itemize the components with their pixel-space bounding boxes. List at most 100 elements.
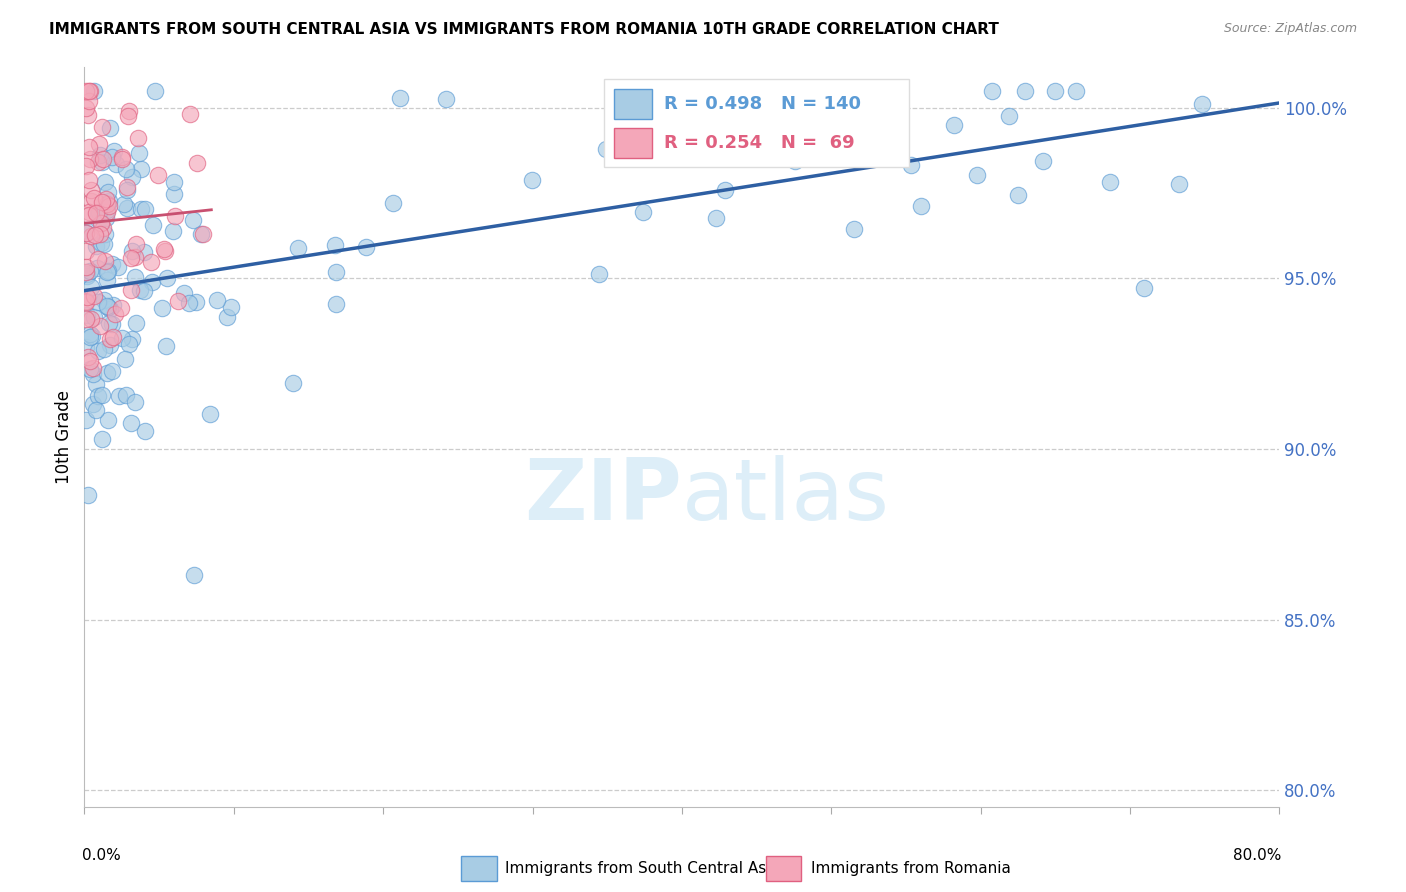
Point <box>221 300 243 314</box>
Point <box>167 293 190 308</box>
Point <box>96 299 118 313</box>
Point <box>75 260 97 274</box>
Point <box>110 301 132 315</box>
Point <box>90 195 112 210</box>
Point <box>281 376 304 391</box>
Point <box>121 169 143 184</box>
Point <box>76 308 98 322</box>
Point <box>1007 187 1029 202</box>
Point <box>114 351 136 366</box>
Point <box>75 293 97 308</box>
Text: Source: ZipAtlas.com: Source: ZipAtlas.com <box>1223 22 1357 36</box>
Point <box>124 237 146 252</box>
Point <box>205 293 228 308</box>
Point <box>75 84 97 98</box>
Point <box>76 269 98 284</box>
Point <box>75 294 97 309</box>
Point <box>1133 280 1156 294</box>
Point <box>75 311 97 326</box>
Point <box>107 260 129 275</box>
Point <box>77 208 100 222</box>
Point <box>129 284 152 298</box>
Point <box>998 109 1021 123</box>
Point <box>79 264 101 278</box>
Point <box>87 204 110 219</box>
Point <box>90 388 112 402</box>
Point <box>1191 97 1213 112</box>
Point <box>77 487 100 501</box>
Point <box>120 417 142 431</box>
Point <box>75 226 97 240</box>
Point <box>111 150 134 164</box>
Point <box>82 367 104 381</box>
Point <box>943 119 966 133</box>
Point <box>434 93 457 107</box>
Point <box>76 268 98 282</box>
Point <box>128 146 150 161</box>
Point <box>115 161 138 176</box>
Point <box>77 140 100 154</box>
Point <box>98 337 121 351</box>
Point <box>153 242 176 256</box>
Point <box>103 144 125 158</box>
Point <box>86 403 108 417</box>
FancyBboxPatch shape <box>614 128 652 158</box>
Point <box>522 173 544 187</box>
Point <box>101 317 124 331</box>
Point <box>115 180 138 194</box>
Point <box>75 341 97 355</box>
Point <box>94 253 117 268</box>
Point <box>75 265 97 279</box>
Text: R = 0.498   N = 140: R = 0.498 N = 140 <box>664 95 860 113</box>
Point <box>112 197 135 211</box>
Point <box>105 157 128 171</box>
Point <box>910 199 932 213</box>
Point <box>83 289 105 303</box>
Point <box>117 183 139 197</box>
Point <box>103 298 125 312</box>
Point <box>94 175 117 189</box>
Point <box>90 216 112 230</box>
Point <box>173 286 195 301</box>
Point <box>749 103 772 117</box>
Point <box>93 293 115 307</box>
Point <box>183 568 205 582</box>
Point <box>124 394 146 409</box>
Point <box>80 328 103 343</box>
Point <box>124 250 146 264</box>
Point <box>177 296 200 310</box>
Point <box>900 158 922 172</box>
Point <box>101 364 124 378</box>
Point <box>98 199 121 213</box>
Point <box>325 297 347 311</box>
Point <box>186 294 208 309</box>
Point <box>198 407 221 421</box>
Point <box>79 329 101 343</box>
Point <box>79 84 101 98</box>
Point <box>104 307 127 321</box>
Point <box>129 202 152 217</box>
Point <box>704 211 727 226</box>
Point <box>84 228 107 243</box>
Point <box>96 197 118 211</box>
Point <box>77 95 100 109</box>
Point <box>80 229 103 244</box>
Point <box>118 104 141 119</box>
Point <box>107 389 129 403</box>
Point <box>134 202 156 216</box>
Point <box>837 135 859 149</box>
Point <box>1167 178 1189 192</box>
Text: Immigrants from South Central Asia: Immigrants from South Central Asia <box>505 861 780 876</box>
Point <box>165 209 187 223</box>
FancyBboxPatch shape <box>461 856 496 881</box>
Point <box>97 300 120 314</box>
Point <box>103 330 125 344</box>
Point <box>389 91 412 105</box>
Point <box>87 344 110 359</box>
Point <box>382 196 405 211</box>
Point <box>287 241 309 255</box>
Point <box>162 224 184 238</box>
Point <box>79 327 101 342</box>
Point <box>97 316 120 330</box>
Point <box>80 280 103 294</box>
